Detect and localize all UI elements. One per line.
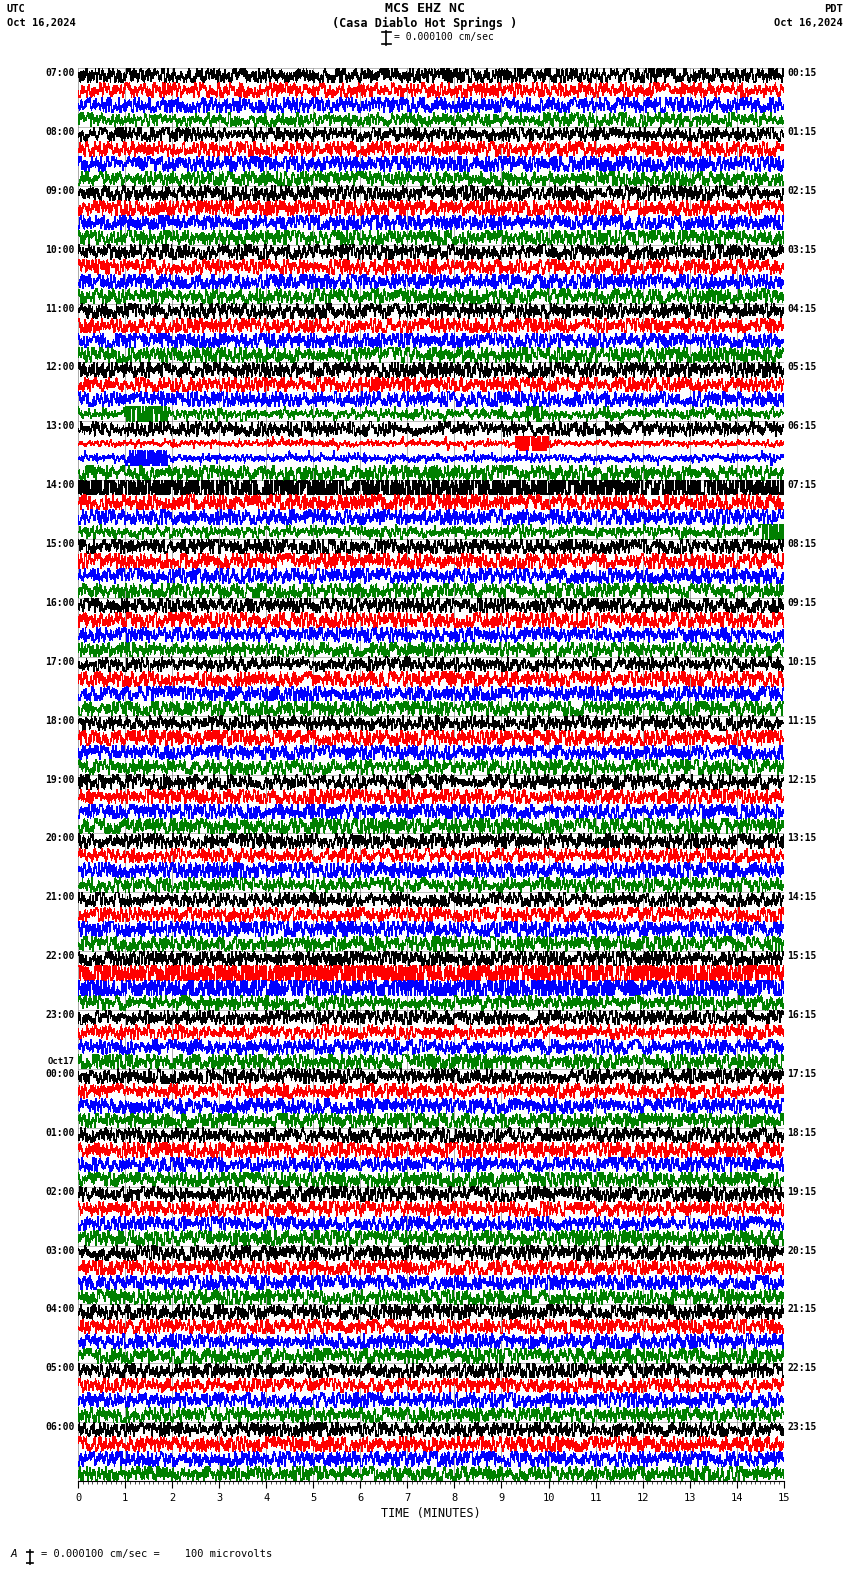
Text: Oct 16,2024: Oct 16,2024 [7, 17, 76, 29]
Text: 20:00: 20:00 [45, 833, 75, 843]
Text: 15:15: 15:15 [787, 950, 817, 961]
Text: = 0.000100 cm/sec =    100 microvolts: = 0.000100 cm/sec = 100 microvolts [41, 1549, 272, 1559]
Text: 08:00: 08:00 [45, 127, 75, 136]
Text: 19:00: 19:00 [45, 775, 75, 784]
Text: 01:15: 01:15 [787, 127, 817, 136]
Text: 08:15: 08:15 [787, 539, 817, 550]
Text: 04:15: 04:15 [787, 304, 817, 314]
Text: 16:00: 16:00 [45, 599, 75, 608]
Text: 22:00: 22:00 [45, 950, 75, 961]
Text: A: A [10, 1549, 17, 1559]
Text: PDT: PDT [824, 3, 843, 14]
Text: 01:00: 01:00 [45, 1128, 75, 1137]
Text: 04:00: 04:00 [45, 1305, 75, 1315]
Text: 03:00: 03:00 [45, 1245, 75, 1256]
Text: 03:15: 03:15 [787, 244, 817, 255]
Text: 16:15: 16:15 [787, 1011, 817, 1020]
Text: 23:15: 23:15 [787, 1422, 817, 1432]
Text: 19:15: 19:15 [787, 1186, 817, 1196]
Text: 20:15: 20:15 [787, 1245, 817, 1256]
Text: 14:00: 14:00 [45, 480, 75, 489]
Text: 15:00: 15:00 [45, 539, 75, 550]
Text: 12:15: 12:15 [787, 775, 817, 784]
Text: 07:00: 07:00 [45, 68, 75, 78]
Text: 11:00: 11:00 [45, 304, 75, 314]
Text: 10:00: 10:00 [45, 244, 75, 255]
Text: 06:15: 06:15 [787, 421, 817, 431]
Text: 05:00: 05:00 [45, 1364, 75, 1373]
Text: 21:00: 21:00 [45, 892, 75, 903]
Text: 21:15: 21:15 [787, 1305, 817, 1315]
Text: = 0.000100 cm/sec: = 0.000100 cm/sec [394, 32, 495, 43]
Text: Oct17: Oct17 [48, 1057, 75, 1066]
Text: 13:00: 13:00 [45, 421, 75, 431]
Text: 13:15: 13:15 [787, 833, 817, 843]
Text: 00:00: 00:00 [45, 1069, 75, 1079]
Text: UTC: UTC [7, 3, 26, 14]
Text: 22:15: 22:15 [787, 1364, 817, 1373]
Text: 09:15: 09:15 [787, 599, 817, 608]
Text: 02:15: 02:15 [787, 185, 817, 196]
Text: (Casa Diablo Hot Springs ): (Casa Diablo Hot Springs ) [332, 16, 518, 30]
Text: Oct 16,2024: Oct 16,2024 [774, 17, 843, 29]
Text: 23:00: 23:00 [45, 1011, 75, 1020]
Text: 10:15: 10:15 [787, 657, 817, 667]
Text: 18:15: 18:15 [787, 1128, 817, 1137]
Text: 05:15: 05:15 [787, 363, 817, 372]
Text: 00:15: 00:15 [787, 68, 817, 78]
Text: 06:00: 06:00 [45, 1422, 75, 1432]
Text: 18:00: 18:00 [45, 716, 75, 725]
Text: 17:00: 17:00 [45, 657, 75, 667]
Text: 11:15: 11:15 [787, 716, 817, 725]
Text: MCS EHZ NC: MCS EHZ NC [385, 2, 465, 16]
Text: 14:15: 14:15 [787, 892, 817, 903]
Text: 07:15: 07:15 [787, 480, 817, 489]
Text: 02:00: 02:00 [45, 1186, 75, 1196]
X-axis label: TIME (MINUTES): TIME (MINUTES) [381, 1506, 481, 1521]
Text: 12:00: 12:00 [45, 363, 75, 372]
Text: 09:00: 09:00 [45, 185, 75, 196]
Text: 17:15: 17:15 [787, 1069, 817, 1079]
